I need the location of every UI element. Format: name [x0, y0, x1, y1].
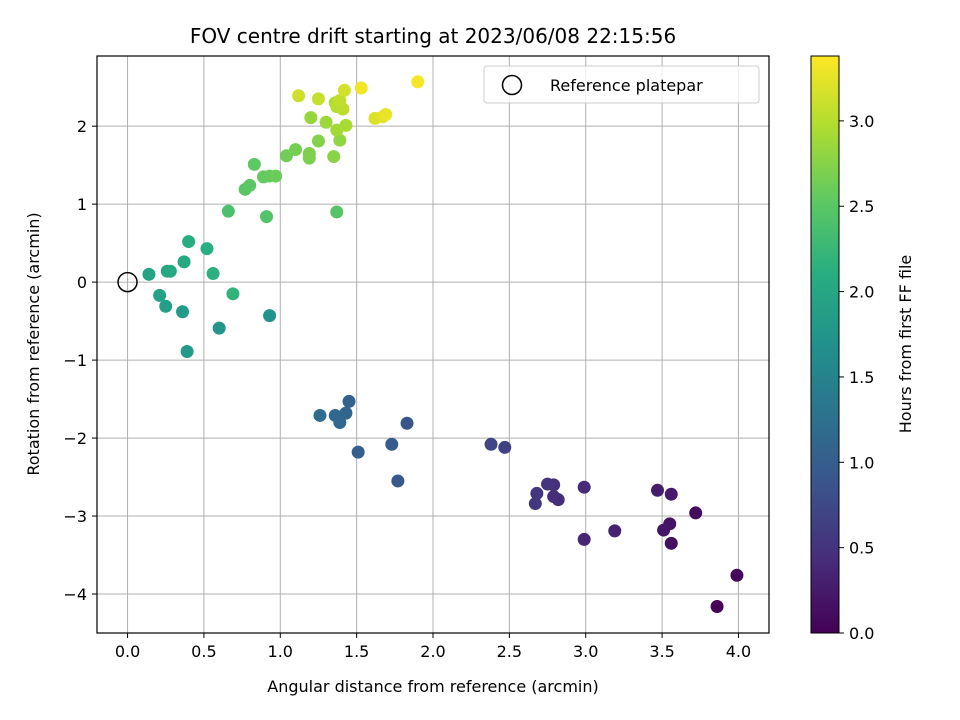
legend-marker-icon — [501, 74, 523, 96]
data-point — [153, 288, 167, 302]
data-point — [159, 299, 173, 313]
data-point — [304, 111, 318, 125]
data-point — [530, 486, 544, 500]
data-point — [337, 83, 351, 97]
data-point — [577, 532, 591, 546]
data-point — [260, 210, 274, 224]
y-tick-label: −3 — [63, 507, 87, 526]
data-point — [328, 408, 342, 422]
y-tick-label: −2 — [63, 429, 87, 448]
data-point — [163, 264, 177, 278]
reference-point-marker — [117, 271, 138, 293]
data-point — [730, 568, 744, 582]
data-point — [577, 480, 591, 494]
data-point — [182, 235, 196, 249]
legend-entry-reference: Reference platepar — [550, 76, 703, 95]
data-point — [177, 255, 191, 269]
data-point — [710, 599, 724, 613]
colorbar-label: Hours from first FF file — [896, 255, 915, 434]
data-point — [311, 134, 325, 148]
data-point — [498, 440, 512, 454]
data-point — [327, 150, 341, 164]
y-tick-label: −4 — [63, 585, 87, 604]
data-point — [664, 536, 678, 550]
data-point — [351, 445, 365, 459]
colorbar-tick-label: 0.0 — [849, 624, 874, 643]
y-tick-label: −1 — [63, 351, 87, 370]
data-point — [221, 204, 235, 218]
data-point — [385, 437, 399, 451]
data-point — [411, 75, 425, 89]
data-point — [379, 107, 393, 121]
data-point — [547, 490, 561, 504]
y-axis: −4 −3 −2 −1 0 1 2 — [63, 117, 97, 604]
data-point — [689, 506, 703, 520]
data-point — [339, 406, 353, 420]
data-point — [247, 157, 261, 171]
data-point — [339, 118, 353, 132]
data-point — [263, 309, 277, 323]
data-point — [212, 321, 226, 335]
data-point — [289, 143, 303, 157]
data-point — [484, 437, 498, 451]
data-point — [142, 267, 156, 281]
data-point — [354, 81, 368, 95]
legend-box — [483, 65, 760, 104]
data-point — [319, 115, 333, 129]
data-point — [342, 394, 356, 408]
data-point — [269, 169, 283, 183]
chart-title: FOV centre drift starting at 2023/06/08 … — [190, 24, 676, 48]
data-point — [541, 477, 555, 491]
data-point — [279, 149, 293, 163]
data-point — [608, 524, 622, 538]
x-axis: 0.0 0.5 1.0 1.5 2.0 2.5 3.0 3.5 4.0 — [115, 633, 751, 661]
x-axis-label: Angular distance from reference (arcmin) — [267, 677, 598, 696]
data-point — [313, 408, 327, 422]
x-tick-label: 0.5 — [191, 642, 216, 661]
x-tick-label: 3.0 — [573, 642, 598, 661]
data-point — [400, 416, 414, 430]
data-point — [206, 267, 220, 281]
y-tick-label: 1 — [77, 195, 87, 214]
data-point — [528, 497, 542, 511]
data-point — [651, 483, 665, 497]
colorbar-tick-label: 2.5 — [849, 197, 874, 216]
colorbar-tick-label: 2.0 — [849, 283, 874, 302]
data-point — [226, 287, 240, 301]
x-tick-label: 0.0 — [115, 642, 140, 661]
data-point — [664, 487, 678, 501]
data-point — [180, 345, 194, 359]
data-point — [311, 92, 325, 106]
data-point — [391, 474, 405, 488]
x-tick-label: 1.5 — [344, 642, 369, 661]
x-tick-label: 1.0 — [268, 642, 293, 661]
colorbar-tick-label: 1.0 — [849, 453, 874, 472]
y-axis-label: Rotation from reference (arcmin) — [24, 212, 43, 475]
data-point — [657, 523, 671, 537]
data-point — [333, 133, 347, 147]
data-point — [292, 89, 306, 103]
colorbar-gradient — [810, 55, 840, 634]
colorbar-ticks: 0.0 0.5 1.0 1.5 2.0 2.5 3.0 — [839, 112, 874, 643]
x-tick-label: 3.5 — [649, 642, 674, 661]
y-tick-label: 0 — [77, 273, 87, 292]
data-point — [176, 305, 190, 319]
scatter-points — [142, 75, 744, 613]
data-point — [330, 205, 344, 219]
data-point — [243, 178, 257, 192]
grid — [97, 56, 769, 633]
x-tick-label: 4.0 — [726, 642, 751, 661]
y-tick-label: 2 — [77, 117, 87, 136]
data-point — [200, 242, 214, 256]
data-point — [302, 146, 316, 160]
colorbar-tick-label: 0.5 — [849, 539, 874, 558]
x-tick-label: 2.0 — [420, 642, 445, 661]
x-tick-label: 2.5 — [497, 642, 522, 661]
data-point — [333, 93, 347, 107]
colorbar-tick-label: 1.5 — [849, 368, 874, 387]
colorbar-tick-label: 3.0 — [849, 112, 874, 131]
colorbar: 0.0 0.5 1.0 1.5 2.0 2.5 3.0 Hours from first F… — [810, 55, 915, 643]
legend: Reference platepar — [483, 65, 760, 104]
